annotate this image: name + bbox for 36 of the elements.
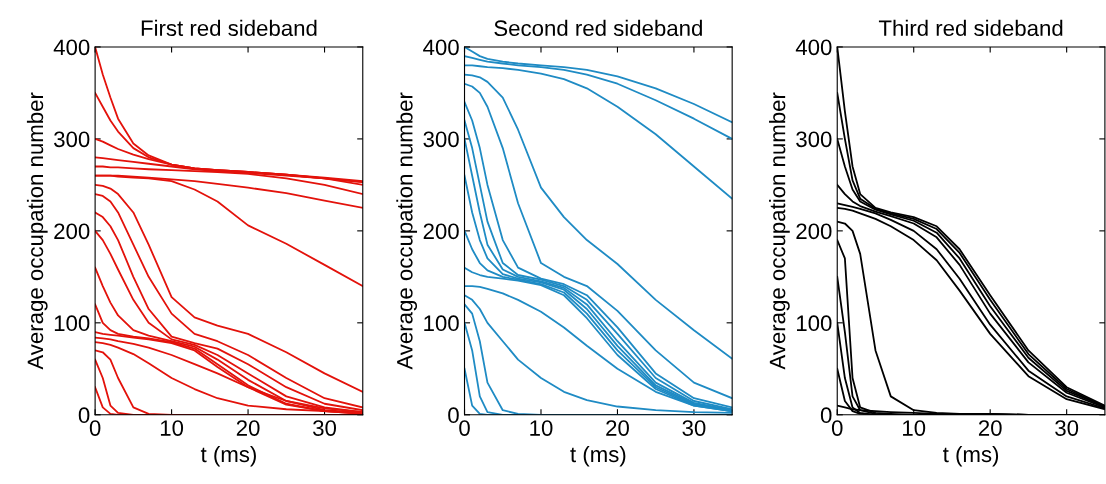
y-tick-label: 0 <box>820 407 832 424</box>
y-tick-label: 0 <box>448 407 459 424</box>
y-tick-label: 400 <box>53 39 90 56</box>
x-tick-label: 10 <box>903 420 926 436</box>
x-tick-label: 0 <box>831 420 843 436</box>
y-axis-title: Average occupation number <box>396 92 418 370</box>
chart-title: First red sideband <box>141 19 317 37</box>
x-tick-label: 10 <box>530 420 553 436</box>
y-axis-title: Average occupation number <box>769 92 790 370</box>
y-tick-label: 200 <box>423 223 459 240</box>
x-tick-label: 10 <box>160 420 184 436</box>
y-tick-label: 400 <box>423 39 459 56</box>
x-tick-label: 0 <box>89 420 101 436</box>
x-axis-title: t (ms) <box>943 445 999 467</box>
x-tick-label: 30 <box>682 420 706 436</box>
x-axis-title: t (ms) <box>200 445 256 467</box>
x-tick-label: 30 <box>313 420 337 436</box>
y-tick-label: 400 <box>795 39 832 56</box>
y-tick-label: 200 <box>54 223 90 240</box>
y-tick-label: 300 <box>423 131 459 148</box>
y-tick-label: 300 <box>796 131 832 148</box>
y-tick-label: 100 <box>797 315 832 332</box>
y-tick-label: 100 <box>424 315 459 332</box>
x-axis-title: t (ms) <box>570 445 626 467</box>
y-axis-title: Average occupation number <box>26 92 48 370</box>
x-tick-label: 20 <box>236 420 260 436</box>
x-tick-label: 20 <box>606 420 629 436</box>
y-tick-label: 0 <box>78 407 90 424</box>
x-tick-label: 30 <box>1055 420 1079 436</box>
y-tick-label: 300 <box>54 131 90 148</box>
y-tick-label: 100 <box>54 315 90 332</box>
y-tick-label: 200 <box>796 223 832 240</box>
chart-title: Third red sideband <box>878 19 1063 37</box>
x-tick-label: 0 <box>459 420 470 436</box>
x-tick-label: 20 <box>978 420 1002 436</box>
chart-title: Second red sideband <box>494 19 702 37</box>
